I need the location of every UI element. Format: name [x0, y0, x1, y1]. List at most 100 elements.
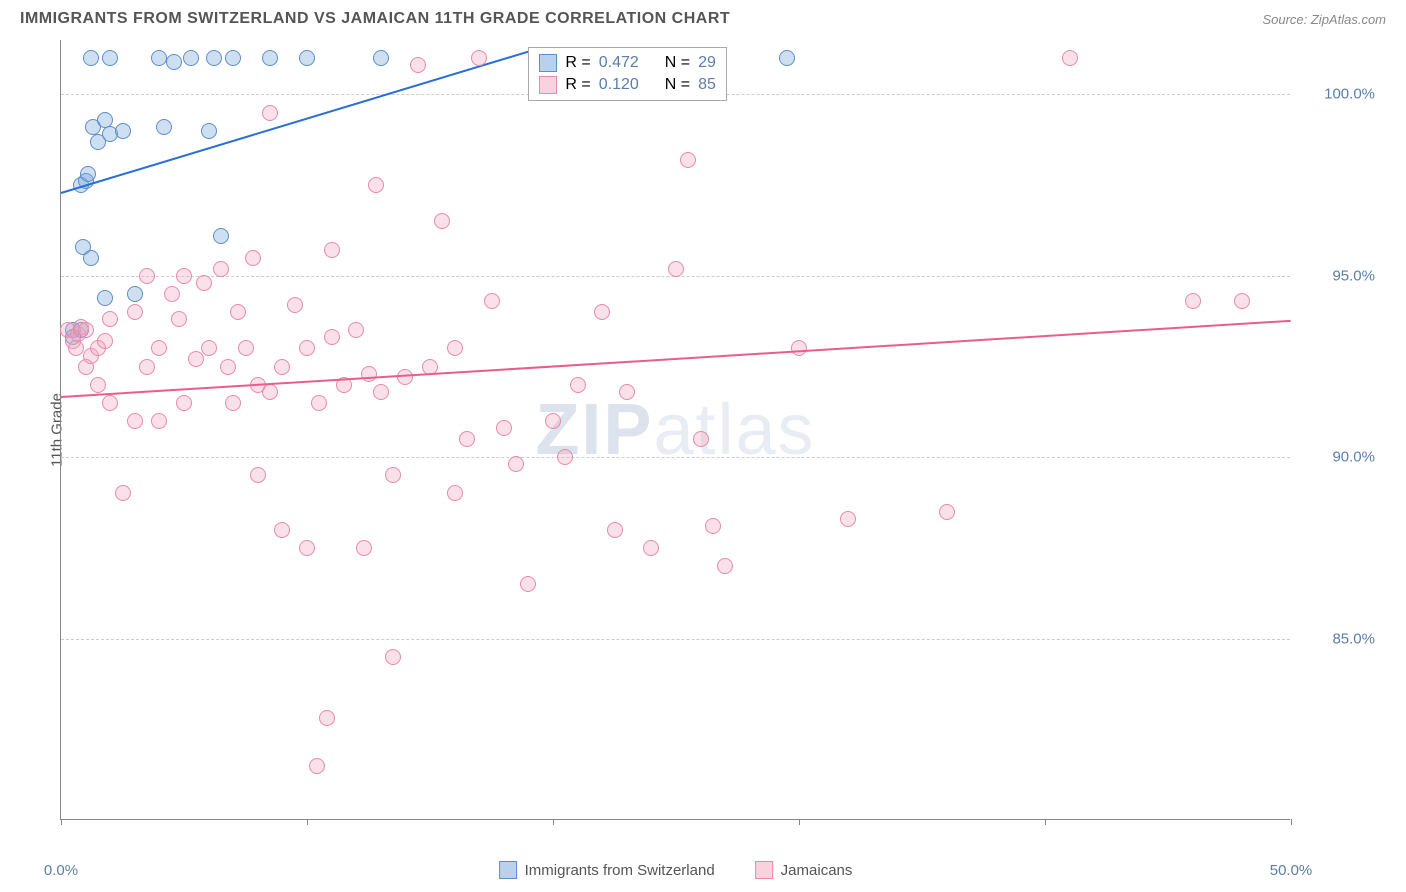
data-point [213, 228, 229, 244]
data-point [668, 261, 684, 277]
x-tick [1291, 819, 1292, 825]
data-point [348, 322, 364, 338]
data-point [201, 340, 217, 356]
data-point [397, 369, 413, 385]
data-point [705, 518, 721, 534]
data-point [680, 152, 696, 168]
data-point [471, 50, 487, 66]
data-point [619, 384, 635, 400]
stat-n-value: 85 [698, 76, 716, 94]
data-point [459, 431, 475, 447]
stat-r-label: R = [565, 76, 590, 94]
data-point [176, 395, 192, 411]
gridline [61, 457, 1290, 458]
data-point [309, 758, 325, 774]
data-point [373, 384, 389, 400]
data-point [779, 50, 795, 66]
x-tick [1045, 819, 1046, 825]
data-point [385, 467, 401, 483]
data-point [356, 540, 372, 556]
data-point [693, 431, 709, 447]
x-tick [799, 819, 800, 825]
x-tick [61, 819, 62, 825]
data-point [115, 123, 131, 139]
x-tick [553, 819, 554, 825]
data-point [220, 359, 236, 375]
data-point [102, 395, 118, 411]
data-point [176, 268, 192, 284]
legend-label: Jamaicans [781, 862, 853, 879]
data-point [570, 377, 586, 393]
data-point [151, 340, 167, 356]
source-attribution: Source: ZipAtlas.com [1262, 12, 1386, 27]
data-point [484, 293, 500, 309]
data-point [299, 340, 315, 356]
data-point [68, 340, 84, 356]
data-point [262, 50, 278, 66]
data-point [156, 119, 172, 135]
data-point [319, 710, 335, 726]
data-point [385, 649, 401, 665]
legend-swatch [499, 861, 517, 879]
data-point [97, 290, 113, 306]
data-point [127, 413, 143, 429]
data-point [83, 250, 99, 266]
stat-n-label: N = [665, 76, 690, 94]
data-point [127, 286, 143, 302]
data-point [496, 420, 512, 436]
stats-legend: R =0.472N =29R =0.120N =85 [528, 47, 727, 101]
legend-swatch [755, 861, 773, 879]
y-tick-label: 90.0% [1305, 449, 1375, 466]
data-point [447, 340, 463, 356]
data-point [368, 177, 384, 193]
data-point [1062, 50, 1078, 66]
data-point [166, 54, 182, 70]
data-point [183, 50, 199, 66]
data-point [139, 268, 155, 284]
legend-swatch [539, 54, 557, 72]
data-point [171, 311, 187, 327]
series-legend: Immigrants from Switzerland Jamaicans [499, 861, 853, 879]
gridline [61, 639, 1290, 640]
data-point [287, 297, 303, 313]
data-point [717, 558, 733, 574]
data-point [139, 359, 155, 375]
data-point [90, 377, 106, 393]
data-point [102, 50, 118, 66]
legend-item: Jamaicans [755, 861, 853, 879]
trend-line [61, 47, 541, 194]
data-point [520, 576, 536, 592]
data-point [361, 366, 377, 382]
x-tick [307, 819, 308, 825]
data-point [607, 522, 623, 538]
data-point [299, 540, 315, 556]
data-point [1185, 293, 1201, 309]
data-point [299, 50, 315, 66]
data-point [213, 261, 229, 277]
stat-r-value: 0.120 [599, 76, 639, 94]
data-point [97, 333, 113, 349]
data-point [151, 50, 167, 66]
data-point [791, 340, 807, 356]
data-point [201, 123, 217, 139]
data-point [164, 286, 180, 302]
data-point [206, 50, 222, 66]
data-point [324, 242, 340, 258]
data-point [80, 166, 96, 182]
data-point [238, 340, 254, 356]
data-point [434, 213, 450, 229]
stat-r-value: 0.472 [599, 54, 639, 72]
data-point [102, 311, 118, 327]
data-point [840, 511, 856, 527]
data-point [274, 359, 290, 375]
data-point [151, 413, 167, 429]
y-tick-label: 100.0% [1305, 86, 1375, 103]
data-point [373, 50, 389, 66]
data-point [127, 304, 143, 320]
data-point [83, 50, 99, 66]
legend-swatch [539, 76, 557, 94]
chart-title: IMMIGRANTS FROM SWITZERLAND VS JAMAICAN … [20, 10, 730, 28]
stat-n-label: N = [665, 54, 690, 72]
data-point [311, 395, 327, 411]
legend-label: Immigrants from Switzerland [525, 862, 715, 879]
